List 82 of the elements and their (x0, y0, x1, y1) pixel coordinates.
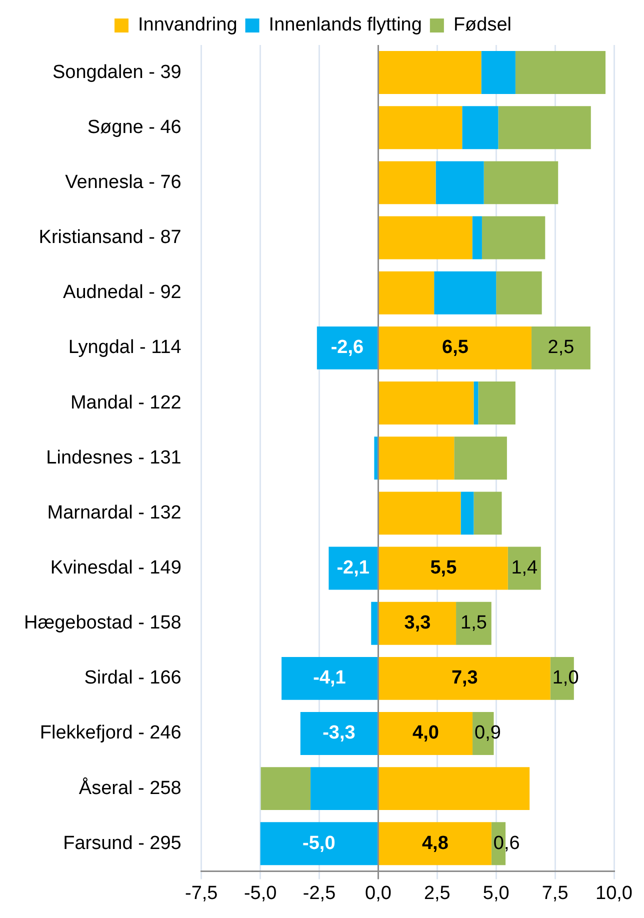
bar (436, 161, 484, 204)
bar (260, 822, 378, 866)
bar (374, 436, 378, 480)
y-tick-label: Kvinesdal - 149 (50, 557, 182, 578)
data-label: -2,6 (330, 337, 364, 358)
bar (478, 382, 516, 424)
bar (484, 161, 558, 204)
bar (378, 656, 550, 700)
bar (378, 326, 532, 370)
data-label: -4,1 (313, 668, 346, 689)
bar (472, 216, 482, 260)
bar (474, 492, 502, 535)
bar (371, 602, 378, 645)
data-label: -5,0 (302, 832, 336, 854)
x-tick-label: -7,5 (185, 882, 218, 904)
bar (378, 602, 456, 645)
bar (378, 822, 492, 866)
y-tick-label: Lyngdal - 114 (68, 337, 182, 358)
bar (328, 546, 378, 590)
legend-label: Innenlands flytting (268, 14, 422, 36)
bar (515, 51, 606, 94)
data-label: 4,0 (412, 722, 439, 744)
y-tick-label: Sirdal - 166 (84, 668, 182, 689)
bar (378, 51, 482, 94)
x-tick-label: -5,0 (244, 882, 277, 904)
bar (310, 767, 378, 810)
y-tick-label: Søgne - 46 (87, 116, 182, 138)
x-tick-label: -2,5 (302, 882, 336, 904)
data-label: 4,8 (422, 832, 448, 854)
data-label: 3,3 (404, 612, 431, 634)
bar (462, 106, 498, 150)
bar (496, 271, 542, 314)
bar (378, 492, 461, 535)
bar (498, 106, 591, 150)
bar (531, 326, 590, 370)
data-label: 2,5 (548, 337, 574, 358)
y-tick-label: Lindesnes - 131 (46, 447, 182, 468)
bar (434, 271, 496, 314)
bar (482, 216, 546, 260)
y-tick-label: Farsund - 295 (63, 832, 182, 854)
bar (260, 767, 311, 810)
bar (378, 436, 454, 480)
bar (454, 436, 507, 480)
bar (378, 712, 473, 755)
bar (508, 546, 541, 590)
bar (316, 326, 378, 370)
data-label: 5,5 (430, 557, 458, 578)
legend-label: Fødsel (453, 14, 512, 36)
y-tick-label: Songdalen - 39 (52, 62, 182, 83)
bar (378, 161, 436, 204)
bar (481, 51, 516, 94)
y-tick-label: Åseral - 258 (78, 776, 182, 799)
x-tick-label: 5,0 (482, 882, 510, 904)
bar (378, 546, 508, 590)
data-label: 7,3 (451, 668, 478, 689)
bar (378, 767, 530, 810)
y-tick-label: Mandal - 122 (70, 392, 182, 414)
bar (378, 271, 434, 314)
x-tick-label: 0,0 (365, 882, 392, 904)
bar (460, 492, 474, 535)
data-label: -3,3 (322, 722, 356, 744)
bar (378, 216, 472, 260)
x-tick-label: 2,5 (424, 882, 450, 904)
data-label: 1,5 (460, 612, 487, 634)
data-label: -2,1 (336, 557, 370, 578)
x-tick-label: 10,0 (596, 882, 632, 904)
x-tick-label: 7,5 (542, 882, 568, 904)
bar (378, 106, 462, 150)
y-tick-label: Flekkefjord - 246 (40, 722, 182, 744)
bar (378, 382, 474, 424)
data-label: 1,4 (511, 557, 538, 578)
bar (456, 602, 492, 645)
y-tick-label: Vennesla - 76 (65, 172, 182, 193)
y-tick-label: Kristiansand - 87 (38, 227, 182, 248)
bar (474, 382, 478, 424)
bar (300, 712, 378, 755)
y-tick-label: Hægebostad - 158 (24, 612, 182, 634)
data-label: 6,5 (442, 337, 469, 358)
y-tick-label: Marnardal - 132 (47, 502, 182, 524)
y-tick-label: Audnedal - 92 (63, 282, 182, 304)
bar (282, 656, 378, 700)
legend-label: Innvandring (138, 14, 238, 36)
